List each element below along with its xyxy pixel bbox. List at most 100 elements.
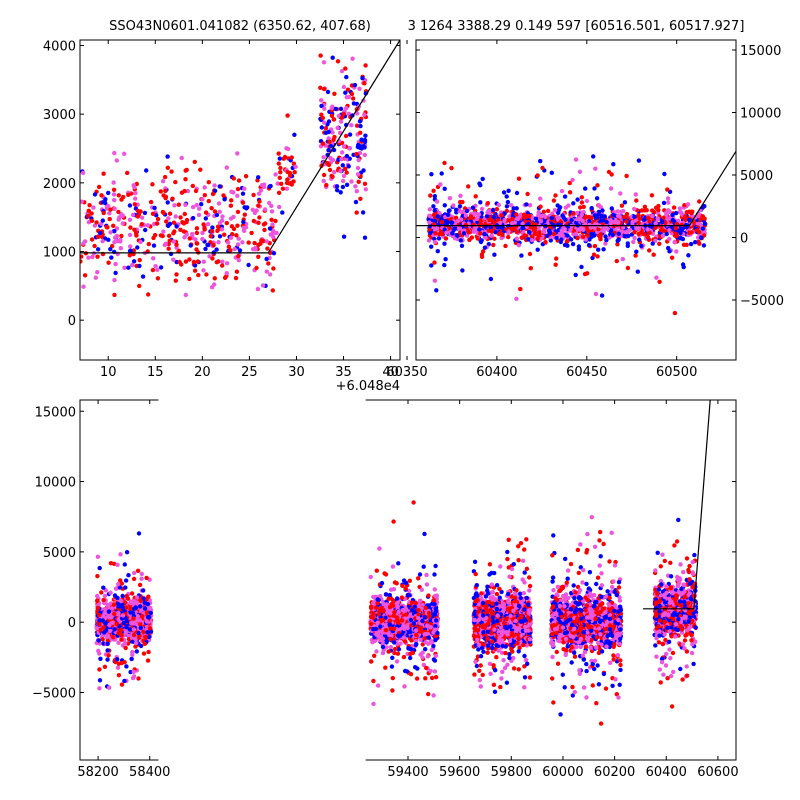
data-point xyxy=(171,220,177,225)
y-tick-label: 0 xyxy=(68,314,76,329)
data-point xyxy=(320,115,325,121)
data-point xyxy=(184,217,190,223)
data-point xyxy=(192,268,198,273)
data-point xyxy=(95,254,100,259)
data-point xyxy=(326,136,331,141)
data-point xyxy=(520,221,525,226)
data-point xyxy=(563,217,568,222)
data-point xyxy=(150,182,155,187)
data-point xyxy=(438,182,443,187)
data-point xyxy=(193,237,198,242)
data-point xyxy=(131,616,136,621)
data-point xyxy=(113,270,118,276)
data-point xyxy=(432,208,437,213)
data-point xyxy=(540,165,545,171)
data-point xyxy=(624,219,629,224)
data-point xyxy=(111,180,116,185)
data-point xyxy=(428,193,433,198)
data-point xyxy=(356,144,361,149)
data-point xyxy=(447,196,453,201)
data-point xyxy=(235,223,240,228)
data-point xyxy=(354,189,359,194)
data-point xyxy=(596,226,601,232)
data-point xyxy=(179,155,184,161)
data-point xyxy=(538,196,543,201)
data-point xyxy=(673,232,679,237)
data-point xyxy=(103,197,108,202)
data-point xyxy=(335,188,340,193)
data-point xyxy=(176,202,181,207)
data-point xyxy=(538,219,544,224)
data-point xyxy=(615,242,620,247)
data-point xyxy=(363,133,368,138)
data-point xyxy=(466,230,471,235)
data-point xyxy=(321,178,326,184)
data-point xyxy=(201,222,206,227)
data-point xyxy=(119,197,124,202)
data-point xyxy=(509,221,515,226)
data-point xyxy=(677,206,683,211)
data-point xyxy=(701,233,707,238)
data-point xyxy=(95,605,100,611)
data-point xyxy=(220,214,225,219)
data-point xyxy=(589,206,594,211)
data-point xyxy=(494,207,500,212)
data-point xyxy=(112,150,117,156)
data-point xyxy=(459,243,465,248)
data-point xyxy=(146,241,151,247)
data-point xyxy=(525,191,530,197)
data-point xyxy=(343,133,349,139)
data-point xyxy=(344,74,349,80)
data-point xyxy=(126,633,131,639)
data-point xyxy=(169,169,174,174)
data-point xyxy=(578,217,583,222)
data-point xyxy=(200,236,205,242)
data-point xyxy=(260,283,266,288)
data-point xyxy=(116,193,122,198)
data-point xyxy=(120,213,126,218)
data-point xyxy=(485,201,490,206)
data-point xyxy=(611,212,616,218)
data-point xyxy=(116,673,122,678)
data-point xyxy=(603,234,608,239)
data-point xyxy=(142,600,147,605)
data-point xyxy=(129,591,135,596)
data-point xyxy=(427,207,432,212)
data-point xyxy=(319,103,324,109)
data-point xyxy=(470,205,476,210)
data-point xyxy=(461,231,467,236)
data-point xyxy=(653,238,658,243)
data-point xyxy=(331,137,336,142)
data-point xyxy=(258,188,264,193)
data-point xyxy=(343,66,348,71)
data-point xyxy=(330,55,335,60)
data-point xyxy=(665,187,670,192)
model-line xyxy=(80,40,400,254)
data-point xyxy=(167,211,173,216)
data-point xyxy=(102,593,108,599)
data-point xyxy=(264,239,269,244)
data-point xyxy=(464,208,470,214)
data-point xyxy=(103,200,108,206)
data-point xyxy=(176,248,182,253)
data-point xyxy=(187,257,192,262)
data-point xyxy=(131,259,137,264)
data-point xyxy=(235,193,240,198)
data-point xyxy=(224,261,230,266)
data-point xyxy=(478,200,483,205)
data-point xyxy=(254,208,259,213)
data-point xyxy=(503,243,508,249)
data-point xyxy=(445,212,451,218)
data-point xyxy=(332,91,337,97)
data-point xyxy=(644,208,649,213)
data-point xyxy=(285,177,290,182)
data-point xyxy=(645,234,651,240)
data-point xyxy=(105,225,110,230)
data-point xyxy=(190,204,196,210)
data-point xyxy=(674,210,679,216)
data-point xyxy=(437,231,442,237)
data-point xyxy=(681,242,687,247)
data-point xyxy=(206,180,211,185)
data-point xyxy=(633,192,638,197)
data-point xyxy=(273,172,278,177)
